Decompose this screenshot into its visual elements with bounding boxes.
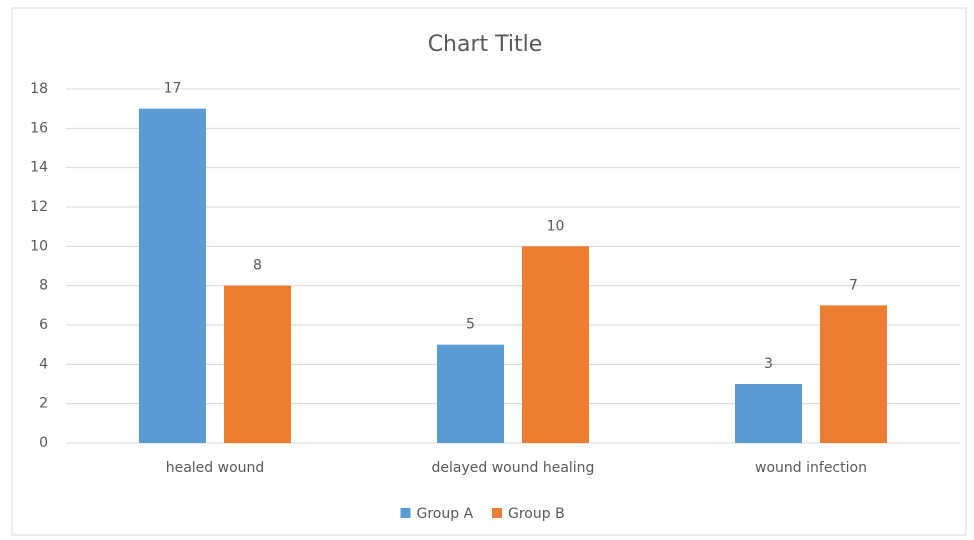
y-tick-label: 8 [39, 278, 48, 294]
y-tick-label: 4 [39, 356, 48, 372]
legend-swatch [492, 508, 502, 518]
y-tick-label: 12 [30, 199, 48, 215]
y-tick-label: 6 [39, 317, 48, 333]
y-tick-label: 0 [39, 435, 48, 451]
chart-title: Chart Title [428, 32, 543, 57]
bar [139, 108, 206, 444]
data-label: 10 [547, 218, 565, 234]
x-tick-label: delayed wound healing [432, 460, 595, 476]
legend-swatch [400, 508, 411, 518]
data-label: 8 [253, 258, 262, 274]
legend-label: Group A [417, 506, 474, 522]
legend-label: Group B [508, 506, 565, 522]
y-tick-label: 2 [39, 396, 48, 412]
x-tick-label: healed wound [166, 460, 265, 476]
y-tick-label: 10 [30, 238, 48, 254]
bar [735, 384, 802, 443]
bar [437, 344, 504, 443]
data-label: 5 [466, 317, 475, 333]
y-tick-label: 16 [30, 120, 48, 136]
data-label: 17 [164, 81, 182, 97]
data-label: 3 [764, 356, 773, 372]
data-label: 7 [849, 277, 858, 293]
y-tick-label: 18 [30, 81, 48, 97]
bar [820, 305, 887, 443]
bar [224, 285, 291, 443]
bar [522, 246, 589, 443]
y-tick-label: 14 [30, 160, 48, 176]
x-tick-label: wound infection [755, 460, 867, 476]
